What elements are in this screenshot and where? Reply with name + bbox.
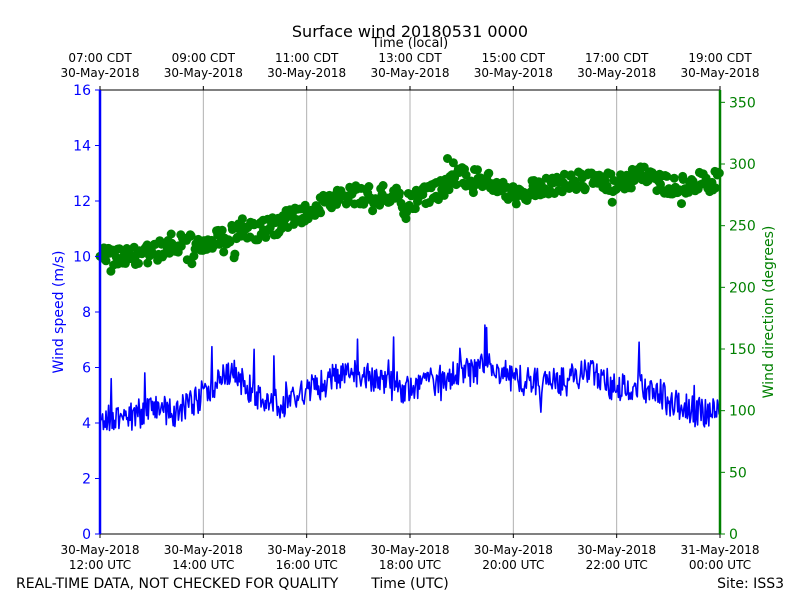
bottom-tick-date: 30-May-2018 [577, 543, 656, 557]
wind-direction-point [468, 188, 478, 198]
left-axis-label: Wind speed (m/s) [51, 251, 67, 374]
left-tick-label: 16 [73, 83, 91, 99]
bottom-tick-time: 20:00 UTC [482, 558, 544, 572]
bottom-tick-date: 30-May-2018 [370, 543, 449, 557]
wind-direction-point [418, 190, 428, 200]
right-tick-label: 250 [729, 219, 756, 235]
wind-direction-point [237, 214, 247, 224]
bottom-tick-time: 00:00 UTC [689, 558, 751, 572]
bottom-tick-date: 31-May-2018 [680, 543, 759, 557]
wind-speed-series [99, 324, 721, 432]
left-tick-label: 6 [82, 361, 91, 377]
wind-direction-point [444, 185, 454, 195]
wind-direction-point [711, 183, 720, 193]
quality-disclaimer: REAL-TIME DATA, NOT CHECKED FOR QUALITY [16, 576, 339, 592]
wind-direction-point [395, 188, 404, 198]
right-tick-label: 350 [729, 95, 756, 111]
wind-direction-point [134, 258, 143, 268]
top-tick-time: 07:00 CDT [68, 51, 132, 65]
bottom-tick-date: 30-May-2018 [474, 543, 553, 557]
left-tick-label: 2 [82, 472, 91, 488]
wind-direction-point [448, 158, 458, 168]
wind-direction-point [511, 199, 521, 209]
wind-direction-point [143, 258, 153, 268]
wind-direction-point [484, 168, 494, 178]
site-label: Site: ISS3 [717, 576, 784, 592]
wind-direction-point [580, 184, 590, 193]
right-tick-label: 100 [729, 404, 756, 420]
bottom-tick-time: 18:00 UTC [379, 558, 441, 572]
top-tick-date: 30-May-2018 [370, 66, 449, 80]
left-tick-label: 10 [73, 250, 91, 266]
right-tick-label: 0 [729, 527, 738, 543]
bottom-tick-time: 12:00 UTC [69, 558, 131, 572]
wind-direction-point [189, 251, 199, 261]
top-tick-date: 30-May-2018 [60, 66, 139, 80]
wind-direction-point [607, 197, 617, 207]
top-tick-date: 30-May-2018 [474, 66, 553, 80]
chart-title: Surface wind 20180531 0000 [292, 22, 528, 41]
top-tick-time: 15:00 CDT [482, 51, 546, 65]
right-tick-label: 200 [729, 280, 756, 296]
wind-direction-point [217, 225, 227, 235]
left-tick-label: 8 [82, 305, 91, 321]
wind-direction-point [227, 225, 237, 234]
top-tick-date: 30-May-2018 [680, 66, 759, 80]
left-tick-label: 0 [82, 527, 91, 543]
wind-direction-point [662, 171, 672, 181]
wind-direction-point [410, 204, 420, 214]
wind-direction-series [95, 154, 724, 276]
top-tick-time: 19:00 CDT [688, 51, 752, 65]
right-tick-label: 50 [729, 465, 747, 481]
wind-direction-point [186, 231, 196, 241]
wind-direction-point [368, 206, 378, 216]
right-tick-label: 150 [729, 342, 756, 358]
top-tick-time: 09:00 CDT [172, 51, 236, 65]
wind-direction-point [677, 199, 686, 209]
right-axis-label: Wind direction (degrees) [761, 226, 777, 399]
wind-direction-point [451, 180, 461, 190]
grid-layer [202, 90, 618, 534]
top-tick-time: 11:00 CDT [275, 51, 339, 65]
bottom-tick-date: 30-May-2018 [60, 543, 139, 557]
top-axis-label: Time (local) [371, 36, 448, 51]
wind-direction-point [378, 181, 388, 190]
top-tick-date: 30-May-2018 [164, 66, 243, 80]
wind-direction-point [166, 229, 176, 239]
bottom-tick-date: 30-May-2018 [164, 543, 243, 557]
wind-direction-point [187, 259, 197, 269]
wind-direction-point [230, 249, 240, 259]
left-tick-label: 12 [73, 194, 91, 210]
top-tick-date: 30-May-2018 [577, 66, 656, 80]
wind-speed-line [99, 324, 721, 432]
wind-direction-point [101, 256, 111, 266]
wind-direction-point [261, 232, 271, 242]
wind-direction-point [626, 183, 636, 193]
bottom-tick-time: 22:00 UTC [586, 558, 648, 572]
left-tick-label: 14 [73, 139, 91, 155]
wind-direction-point [114, 244, 124, 254]
bottom-tick-time: 14:00 UTC [172, 558, 234, 572]
left-tick-label: 4 [82, 416, 91, 432]
top-tick-time: 13:00 CDT [378, 51, 442, 65]
top-tick-date: 30-May-2018 [267, 66, 346, 80]
bottom-tick-time: 16:00 UTC [276, 558, 338, 572]
bottom-axis-label: Time (UTC) [370, 576, 448, 592]
wind-direction-point [473, 165, 482, 175]
wind-direction-point [176, 241, 186, 251]
wind-direction-point [142, 240, 152, 250]
right-tick-label: 300 [729, 157, 756, 173]
wind-direction-point [669, 173, 679, 183]
wind-direction-point [461, 170, 471, 180]
bottom-tick-date: 30-May-2018 [267, 543, 346, 557]
top-tick-time: 17:00 CDT [585, 51, 649, 65]
wind-direction-point [401, 214, 411, 224]
wind-direction-point [219, 247, 229, 257]
wind-direction-point [364, 182, 374, 191]
wind-direction-point [316, 208, 326, 218]
